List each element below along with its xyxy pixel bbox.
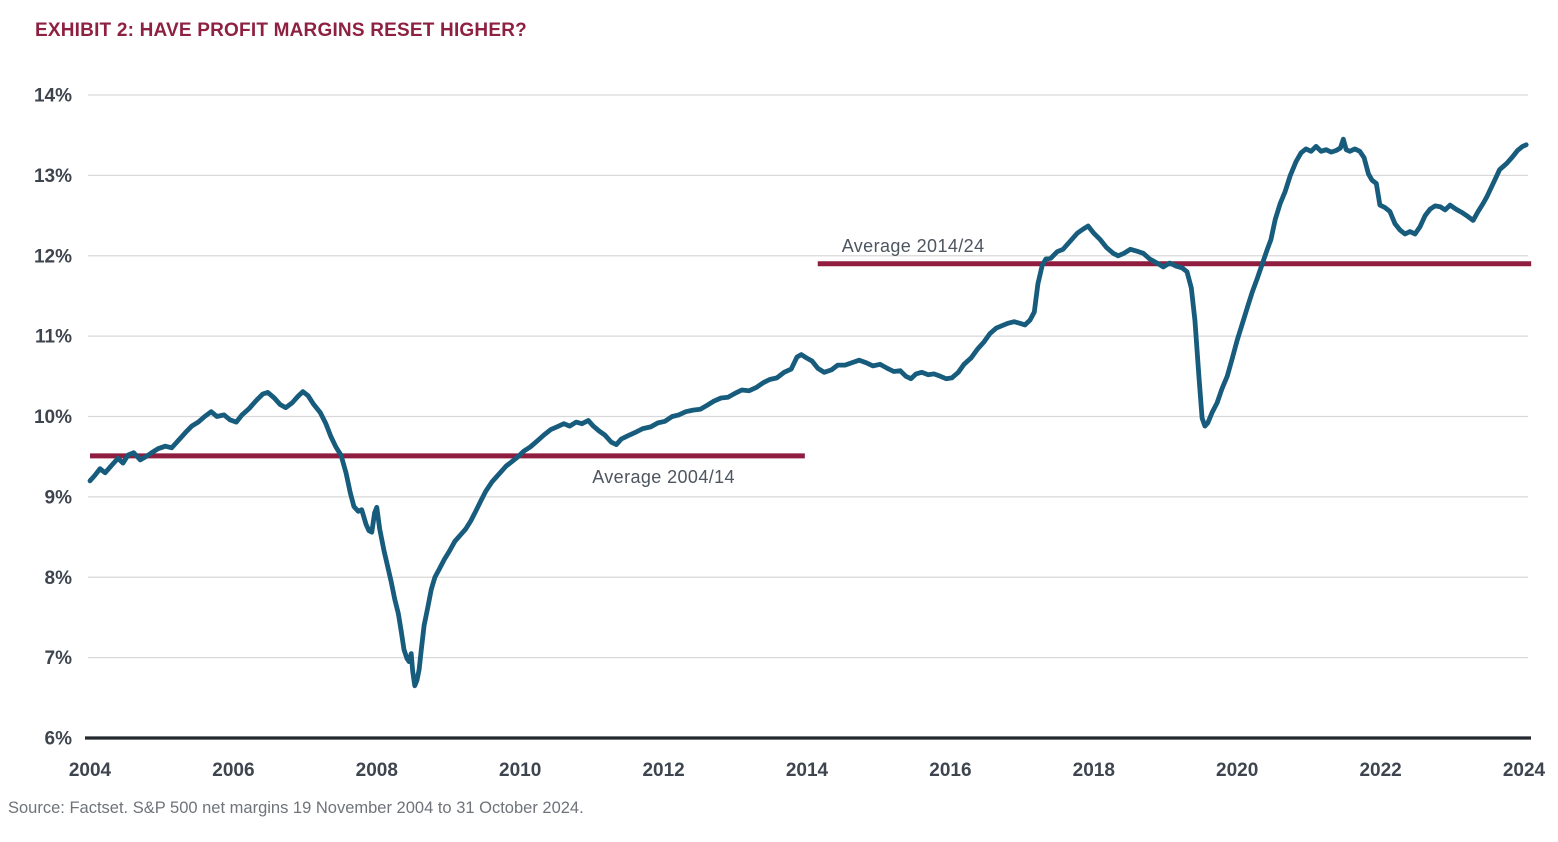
- data-series: [87, 136, 1529, 689]
- y-axis-tick-labels: 6% 7% 8% 9% 10% 11% 12% 13% 14%: [34, 86, 72, 750]
- x-tick-label: 2006: [212, 760, 254, 781]
- y-tick-label: 8%: [45, 568, 73, 589]
- y-tick-label: 7%: [45, 648, 73, 669]
- gridlines: [85, 94, 1531, 740]
- average-line-label: Average 2014/24: [842, 236, 985, 256]
- average-line-label: Average 2004/14: [592, 467, 735, 487]
- source-note: Source: Factset. S&P 500 net margins 19 …: [8, 799, 584, 817]
- x-axis-tick-labels: 2004 2006 2008 2010 2012 2014 2016 2018 2020 2022…: [69, 760, 1546, 781]
- y-tick-label: 11%: [35, 327, 72, 348]
- chart-title: EXHIBIT 2: HAVE PROFIT MARGINS RESET HIG…: [35, 20, 527, 41]
- y-tick-label: 6%: [45, 729, 73, 750]
- x-tick-label: 2020: [1216, 760, 1258, 781]
- x-tick-label: 2008: [356, 760, 398, 781]
- x-tick-label: 2022: [1359, 760, 1401, 781]
- net-margin-series-line: [87, 136, 1529, 689]
- y-tick-label: 9%: [45, 487, 73, 508]
- x-tick-label: 2010: [499, 760, 541, 781]
- x-tick-label: 2014: [786, 760, 829, 781]
- x-tick-label: 2018: [1073, 760, 1115, 781]
- y-tick-label: 12%: [34, 246, 72, 267]
- x-tick-label: 2016: [929, 760, 971, 781]
- x-tick-label: 2012: [642, 760, 684, 781]
- x-tick-label: 2004: [69, 760, 112, 781]
- y-tick-label: 13%: [34, 166, 72, 187]
- x-tick-label: 2024: [1503, 760, 1546, 781]
- y-tick-label: 14%: [34, 86, 72, 107]
- y-tick-label: 10%: [34, 407, 72, 428]
